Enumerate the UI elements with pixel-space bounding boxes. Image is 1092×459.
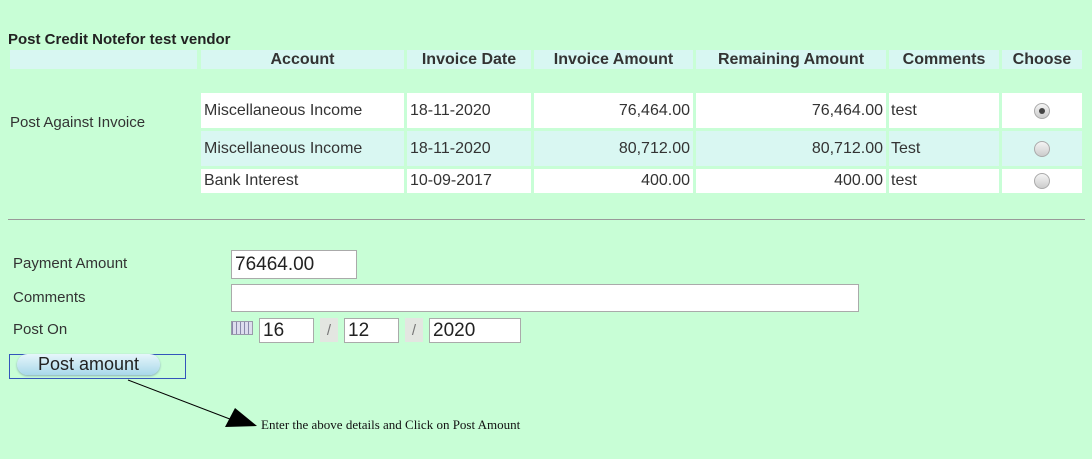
payment-amount-input[interactable] xyxy=(231,250,357,279)
header-comments: Comments xyxy=(889,50,999,69)
payment-amount-label: Payment Amount xyxy=(13,255,128,272)
choose-radio[interactable] xyxy=(1034,140,1050,157)
cell-comments: Test xyxy=(889,131,999,166)
comments-label: Comments xyxy=(13,289,86,306)
cell-date: 18-11-2020 xyxy=(407,93,531,128)
cell-remaining-amount: 76,464.00 xyxy=(696,93,886,128)
post-amount-button[interactable]: Post amount xyxy=(17,354,160,375)
header-blank xyxy=(10,50,197,69)
annotation-text: Enter the above details and Click on Pos… xyxy=(261,417,521,432)
cell-invoice-amount: 400.00 xyxy=(534,169,693,193)
cell-comments: test xyxy=(889,93,999,128)
header-choose: Choose xyxy=(1002,50,1082,69)
header-account: Account xyxy=(201,50,404,69)
comments-input[interactable] xyxy=(231,284,859,312)
row-label: Post Against Invoice xyxy=(10,114,146,131)
header-invoice-date: Invoice Date xyxy=(407,50,531,69)
cell-comments: test xyxy=(889,169,999,193)
header-remaining-amount: Remaining Amount xyxy=(696,50,886,69)
choose-radio[interactable] xyxy=(1034,102,1050,119)
cell-remaining-amount: 400.00 xyxy=(696,169,886,193)
year-input[interactable] xyxy=(429,318,521,343)
cell-date: 10-09-2017 xyxy=(407,169,531,193)
choose-cell xyxy=(1002,169,1082,193)
cell-remaining-amount: 80,712.00 xyxy=(696,131,886,166)
post-on-label: Post On xyxy=(13,321,68,338)
arrow-line xyxy=(127,379,236,422)
arrow-head xyxy=(225,408,257,427)
cell-account: Bank Interest xyxy=(201,169,404,193)
month-input[interactable] xyxy=(344,318,399,343)
date-separator: / xyxy=(405,318,423,342)
day-input[interactable] xyxy=(259,318,314,343)
cell-invoice-amount: 76,464.00 xyxy=(534,93,693,128)
header-invoice-amount: Invoice Amount xyxy=(534,50,693,69)
choose-cell xyxy=(1002,131,1082,166)
page-title: Post Credit Notefor test vendor xyxy=(8,31,231,48)
cell-account: Miscellaneous Income xyxy=(201,131,404,166)
cell-invoice-amount: 80,712.00 xyxy=(534,131,693,166)
calendar-icon[interactable] xyxy=(231,321,253,335)
cell-date: 18-11-2020 xyxy=(407,131,531,166)
divider xyxy=(8,219,1085,220)
choose-radio[interactable] xyxy=(1034,173,1050,189)
choose-cell xyxy=(1002,93,1082,128)
date-separator: / xyxy=(320,318,338,342)
cell-account: Miscellaneous Income xyxy=(201,93,404,128)
